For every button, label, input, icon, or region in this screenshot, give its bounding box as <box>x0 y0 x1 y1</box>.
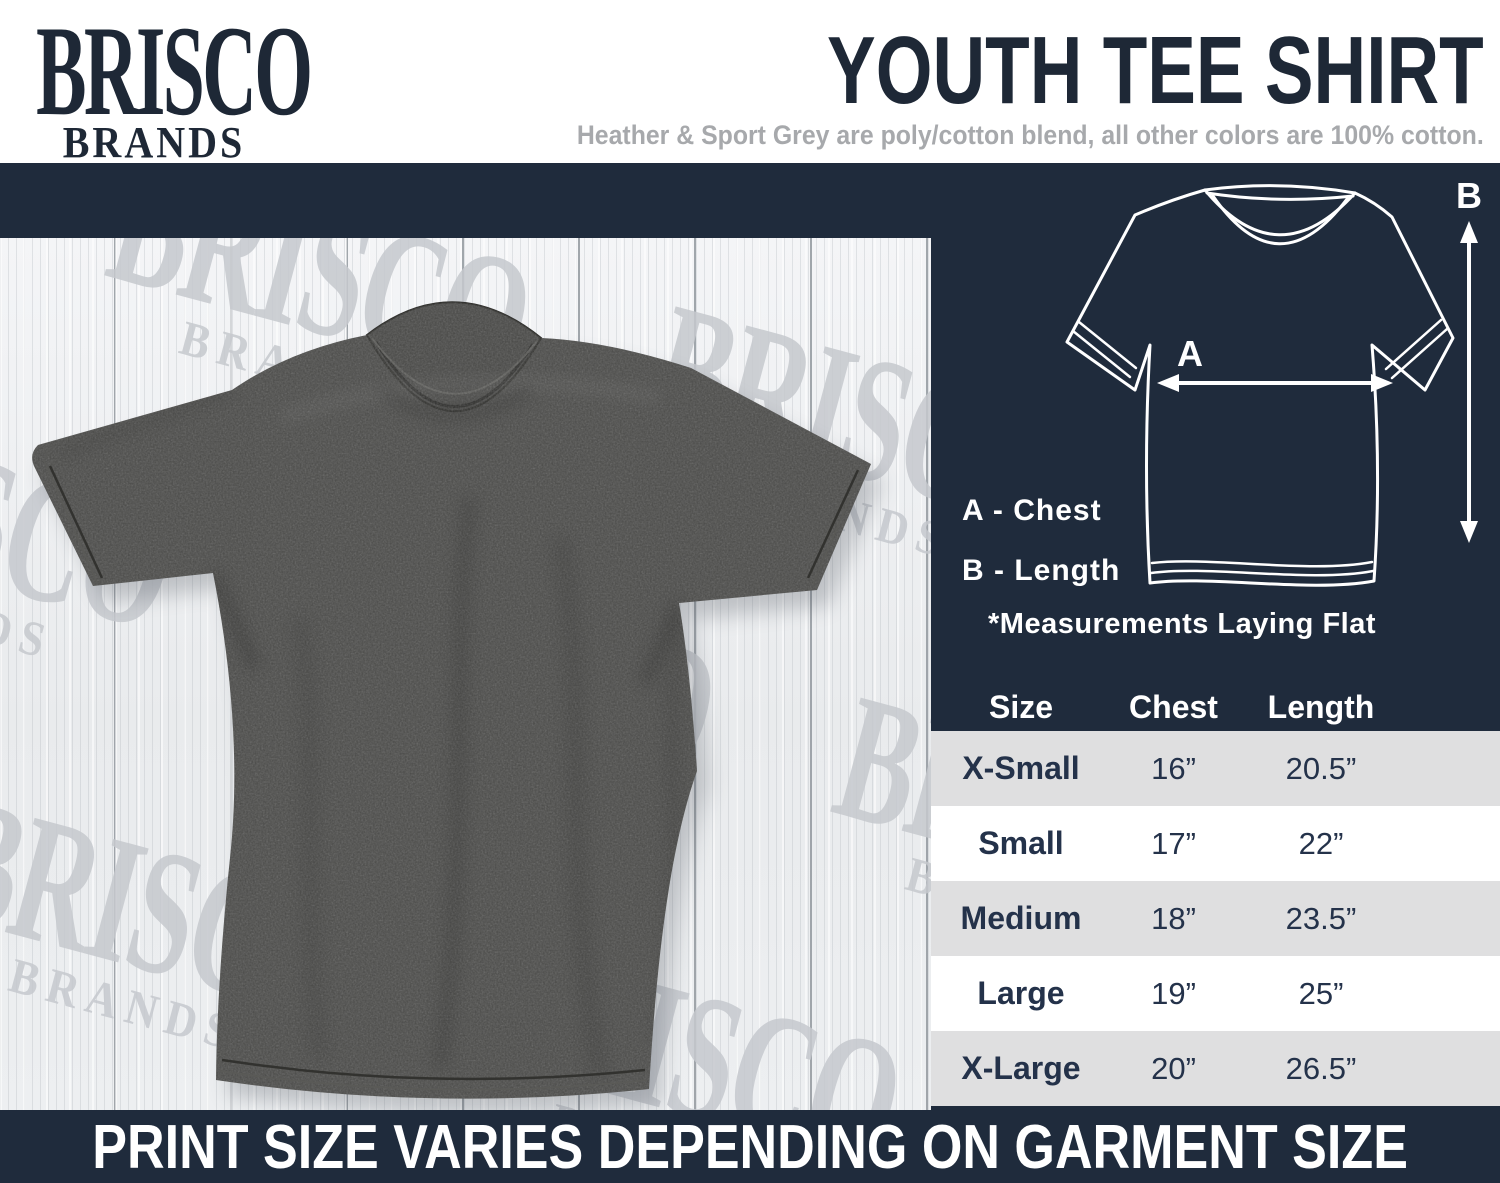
measurements-note: *Measurements Laying Flat <box>988 608 1376 640</box>
main-panel: BRISCOBRANDSBRISCOBRANDSBRISCOBRANDSBRIS… <box>0 163 1500 1183</box>
length-arrow <box>1460 221 1478 543</box>
length-cell: 25” <box>1298 975 1344 1011</box>
table-row-xsmall: X-Small 16” 20.5” <box>931 731 1500 806</box>
print-size-notice: PRINT SIZE VARIES DEPENDING ON GARMENT S… <box>92 1112 1408 1182</box>
size-table: Size Chest Length X-Small 16” 20.5” Smal… <box>931 683 1500 1106</box>
table-row-medium: Medium 18” 23.5” <box>931 881 1500 956</box>
size-cell: Large <box>977 975 1065 1011</box>
size-cell: Small <box>978 825 1064 861</box>
page-title: YOUTH TEE SHIRT <box>827 17 1484 124</box>
size-cell: X-Large <box>961 1050 1081 1086</box>
length-cell: 22” <box>1298 825 1344 861</box>
table-row-small: Small 17” 22” <box>931 806 1500 881</box>
footer-banner: PRINT SIZE VARIES DEPENDING ON GARMENT S… <box>0 1112 1500 1183</box>
chest-cell: 20” <box>1151 1050 1196 1086</box>
header: BRISCO BRANDS YOUTH TEE SHIRT Heather & … <box>0 0 1500 164</box>
length-cell: 26.5” <box>1285 1050 1357 1086</box>
legend-chest: A - Chest <box>962 494 1102 527</box>
brisco-brands-logo: BRISCO BRANDS <box>20 0 313 164</box>
product-photo: BRISCOBRANDSBRISCOBRANDSBRISCOBRANDSBRIS… <box>0 238 931 1110</box>
size-diagram: A B <box>1065 178 1482 587</box>
tshirt-photo-image <box>32 301 883 1110</box>
size-table-header: Size Chest Length <box>931 683 1500 731</box>
chest-cell: 18” <box>1151 900 1196 936</box>
chest-cell: 16” <box>1151 750 1196 786</box>
size-cell: Medium <box>960 900 1082 936</box>
chest-arrow <box>1157 374 1393 392</box>
length-cell: 20.5” <box>1285 750 1357 786</box>
logo-word-brands: BRANDS <box>62 116 246 168</box>
chest-cell: 17” <box>1151 825 1196 861</box>
size-cell: X-Small <box>962 750 1080 786</box>
label-a: A <box>1177 333 1203 374</box>
length-cell: 23.5” <box>1285 900 1357 936</box>
table-row-xlarge: X-Large 20” 26.5” <box>931 1031 1500 1106</box>
logo-word-brisco: BRISCO <box>36 0 313 143</box>
column-header-size: Size <box>988 688 1054 725</box>
chest-cell: 19” <box>1151 975 1196 1011</box>
legend-length: B - Length <box>962 554 1121 587</box>
column-header-length: Length <box>1267 688 1375 725</box>
table-row-large: Large 19” 25” <box>931 956 1500 1031</box>
title-block: YOUTH TEE SHIRT Heather & Sport Grey are… <box>498 17 1484 151</box>
fabric-subtitle: Heather & Sport Grey are poly/cotton ble… <box>577 120 1484 150</box>
label-b: B <box>1456 178 1482 216</box>
column-header-chest: Chest <box>1129 688 1218 725</box>
